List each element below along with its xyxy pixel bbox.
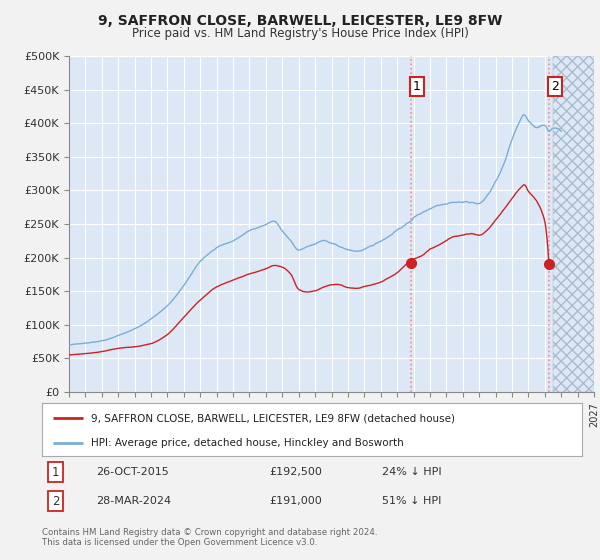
Text: 1: 1 xyxy=(413,80,421,93)
Text: Contains HM Land Registry data © Crown copyright and database right 2024.
This d: Contains HM Land Registry data © Crown c… xyxy=(42,528,377,547)
Text: 28-MAR-2024: 28-MAR-2024 xyxy=(96,496,171,506)
Text: Price paid vs. HM Land Registry's House Price Index (HPI): Price paid vs. HM Land Registry's House … xyxy=(131,27,469,40)
Text: 26-OCT-2015: 26-OCT-2015 xyxy=(96,467,169,477)
Bar xyxy=(553,56,594,392)
Text: £191,000: £191,000 xyxy=(269,496,322,506)
Text: 2: 2 xyxy=(551,80,559,93)
Text: £192,500: £192,500 xyxy=(269,467,322,477)
Text: 24% ↓ HPI: 24% ↓ HPI xyxy=(382,467,442,477)
Text: HPI: Average price, detached house, Hinckley and Bosworth: HPI: Average price, detached house, Hinc… xyxy=(91,438,403,448)
Text: 2: 2 xyxy=(52,494,59,507)
Text: 51% ↓ HPI: 51% ↓ HPI xyxy=(382,496,442,506)
Text: 9, SAFFRON CLOSE, BARWELL, LEICESTER, LE9 8FW (detached house): 9, SAFFRON CLOSE, BARWELL, LEICESTER, LE… xyxy=(91,413,455,423)
Text: 1: 1 xyxy=(52,465,59,479)
Text: 9, SAFFRON CLOSE, BARWELL, LEICESTER, LE9 8FW: 9, SAFFRON CLOSE, BARWELL, LEICESTER, LE… xyxy=(98,14,502,28)
